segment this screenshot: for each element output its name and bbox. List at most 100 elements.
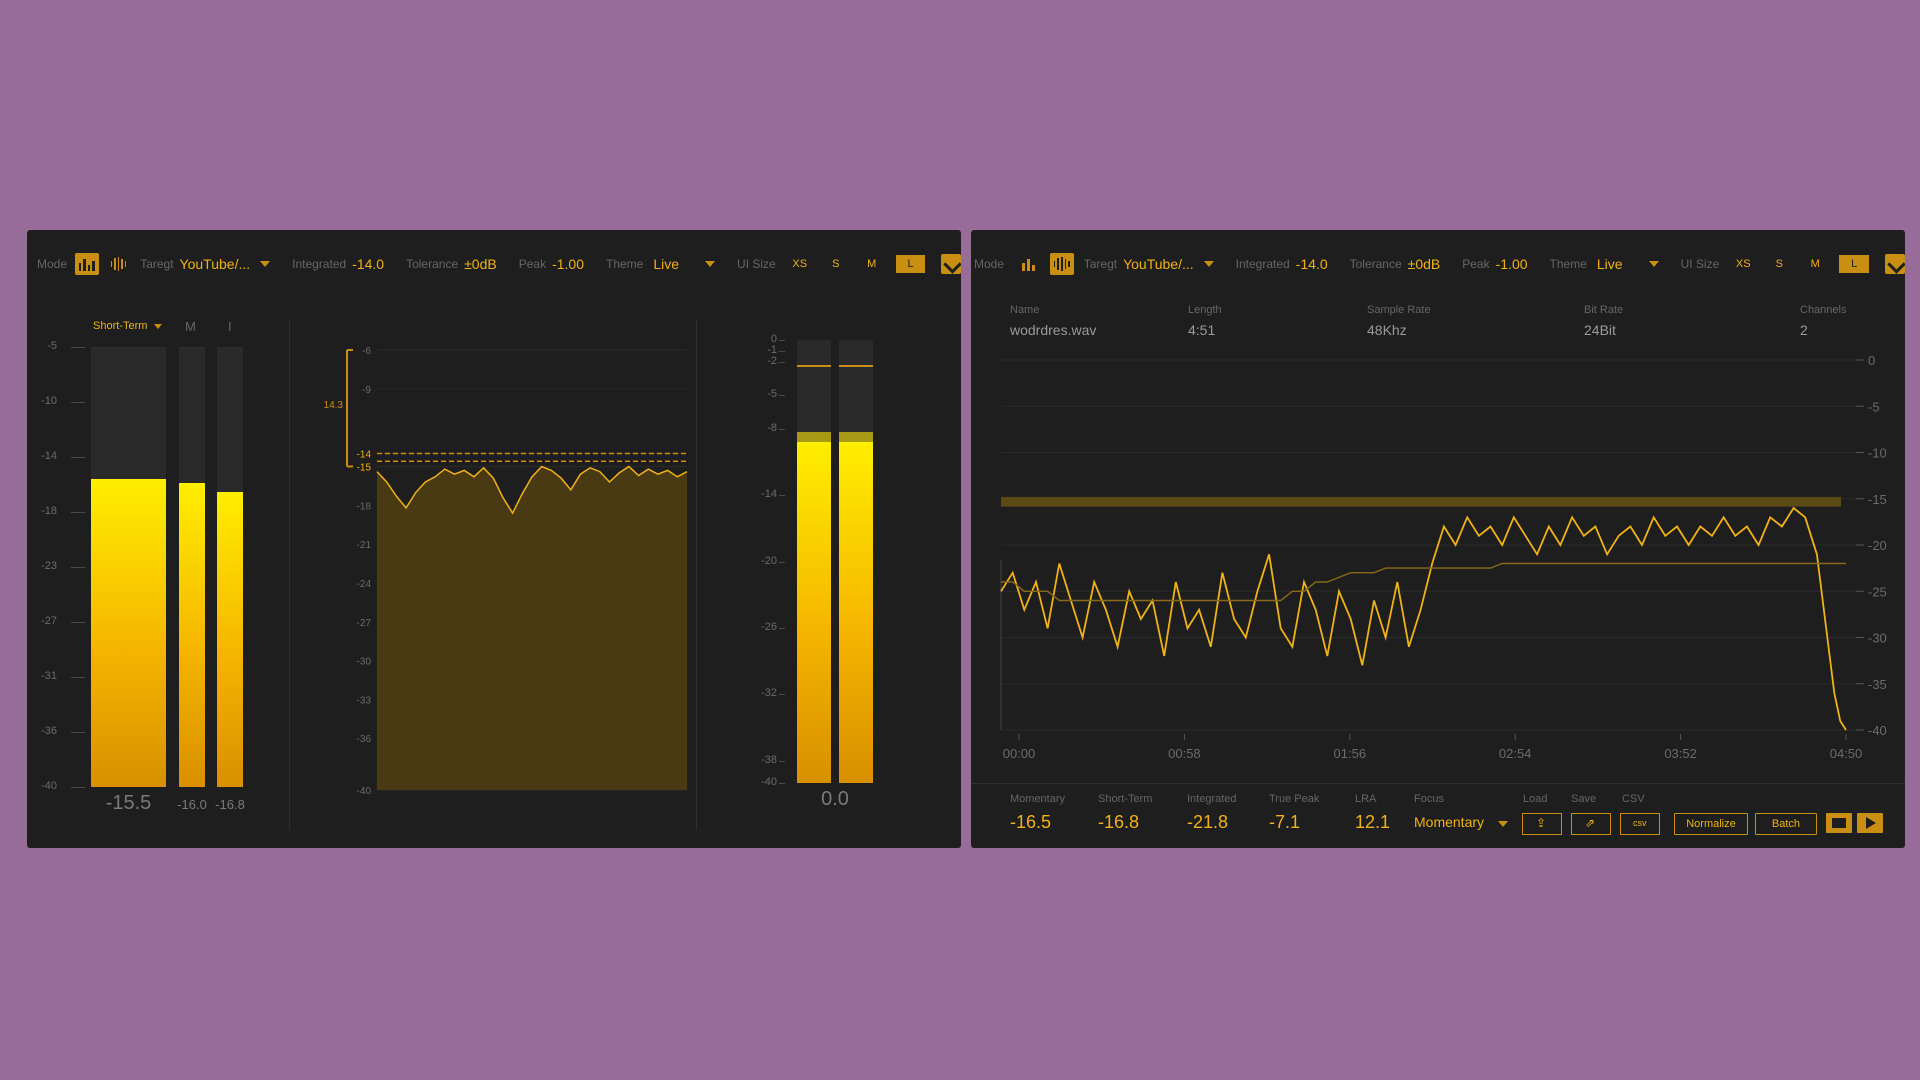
scale-tick-label: -5 bbox=[47, 340, 57, 352]
focus-value: Momentary bbox=[1414, 814, 1485, 830]
chevron-down-icon[interactable] bbox=[705, 261, 716, 267]
meter-fill bbox=[839, 431, 873, 783]
scale-tick-label: -31 bbox=[41, 670, 57, 682]
peak-value[interactable]: -1.00 bbox=[1495, 256, 1528, 272]
scale-tick bbox=[779, 627, 785, 629]
size-m-button[interactable]: M bbox=[867, 258, 877, 270]
peak-readout: 0.0 bbox=[821, 788, 849, 810]
scale-tick bbox=[71, 457, 85, 458]
scale-tick bbox=[71, 787, 85, 788]
batch-button[interactable]: Batch bbox=[1755, 813, 1817, 835]
sample-rate-label: Sample Rate bbox=[1367, 304, 1431, 316]
size-xs-button[interactable]: XS bbox=[792, 258, 808, 270]
peak-scale-label: -5 bbox=[767, 388, 777, 401]
theme-label: Theme bbox=[606, 257, 644, 271]
stop-button[interactable] bbox=[1826, 813, 1852, 833]
chevron-down-icon bbox=[154, 324, 163, 329]
theme-dropdown[interactable]: Live bbox=[1596, 256, 1623, 272]
x-tick-label: 04:50 bbox=[1830, 746, 1863, 761]
history-line bbox=[376, 465, 688, 515]
peak-scale-label: -38 bbox=[761, 753, 777, 766]
meter-i-label: I bbox=[228, 319, 232, 334]
history-scale-label: -6 bbox=[362, 346, 371, 357]
tolerance-label: Tolerance bbox=[406, 257, 459, 271]
y-tick-label: -10 bbox=[1868, 446, 1887, 461]
y-tick-label: -20 bbox=[1868, 538, 1887, 553]
meter-mode-icon[interactable] bbox=[75, 253, 99, 275]
peak-scale-label: -1 bbox=[767, 344, 777, 357]
scale-tick bbox=[779, 351, 785, 353]
play-icon bbox=[1866, 817, 1876, 829]
csv-icon: csv bbox=[1633, 818, 1647, 828]
size-l-button[interactable]: L bbox=[1839, 255, 1870, 273]
integrated-loudness-line bbox=[1001, 562, 1846, 602]
ui-size-label: UI Size bbox=[737, 257, 776, 271]
stat-label: Integrated bbox=[1187, 793, 1237, 805]
target-range-label: 14.3 bbox=[324, 400, 344, 411]
csv-label: CSV bbox=[1622, 793, 1645, 805]
size-s-button[interactable]: S bbox=[1775, 258, 1783, 270]
y-tick-label: -5 bbox=[1868, 399, 1880, 414]
divider bbox=[696, 320, 697, 830]
target-dropdown[interactable]: YouTube/... bbox=[1123, 256, 1194, 272]
divider bbox=[971, 783, 1905, 784]
size-s-button[interactable]: S bbox=[832, 258, 840, 270]
peak-scale-label: -2 bbox=[767, 355, 777, 368]
csv-button[interactable]: csv bbox=[1620, 813, 1660, 835]
toolbar: Mode Taregt YouTube/... Integrated -14.0… bbox=[27, 230, 961, 298]
load-icon: ⇪ bbox=[1536, 816, 1547, 830]
history-scale-label: -9 bbox=[362, 385, 371, 396]
focus-dropdown[interactable]: Momentary bbox=[1414, 814, 1508, 830]
channels: 2 bbox=[1800, 322, 1808, 338]
stat-label: True Peak bbox=[1269, 793, 1320, 805]
focus-label: Focus bbox=[1414, 793, 1444, 805]
meter-fill bbox=[179, 483, 205, 787]
history-scale-label: -24 bbox=[357, 579, 372, 590]
chevron-down-icon[interactable] bbox=[260, 261, 271, 267]
tolerance-value[interactable]: ±0dB bbox=[464, 256, 497, 272]
target-dropdown[interactable]: YouTube/... bbox=[179, 256, 251, 272]
target-band bbox=[1001, 496, 1841, 507]
scale-tick bbox=[779, 362, 785, 364]
y-tick-label: -35 bbox=[1868, 677, 1887, 692]
size-m-button[interactable]: M bbox=[1810, 258, 1820, 270]
save-button[interactable]: ⇗ bbox=[1571, 813, 1611, 835]
scale-tick bbox=[779, 340, 785, 341]
loudness-timeline-chart: 0 -5 -10 -15 -20 -25 -30 -35 -40 00:00 00:58 01:56 0… bbox=[1000, 353, 1887, 761]
history-area bbox=[377, 466, 687, 790]
chevron-down-icon[interactable] bbox=[1648, 261, 1659, 267]
mode-label: Mode bbox=[37, 257, 68, 271]
stop-icon bbox=[1832, 818, 1846, 828]
integrated-target-value[interactable]: -14.0 bbox=[352, 256, 385, 272]
file-analysis-panel: Mode Taregt YouTube/... Integrated -14.0… bbox=[971, 230, 1905, 848]
sample-rate: 48Khz bbox=[1367, 322, 1407, 338]
load-button[interactable]: ⇪ bbox=[1522, 813, 1562, 835]
pin-icon[interactable] bbox=[1885, 254, 1905, 274]
normalize-button[interactable]: Normalize bbox=[1674, 813, 1748, 835]
meter-mode-icon[interactable] bbox=[1018, 253, 1042, 275]
integrated-target-value[interactable]: -14.0 bbox=[1295, 256, 1328, 272]
stat-value: -21.8 bbox=[1187, 812, 1229, 832]
y-tick-label: -30 bbox=[1868, 631, 1887, 646]
meter-fill bbox=[217, 492, 243, 787]
peak-value[interactable]: -1.00 bbox=[552, 256, 584, 272]
waveform-mode-icon[interactable] bbox=[1049, 253, 1074, 275]
size-l-button[interactable]: L bbox=[895, 255, 926, 273]
momentary-meter bbox=[179, 347, 205, 787]
load-label: Load bbox=[1523, 793, 1548, 805]
chevron-down-icon[interactable] bbox=[1203, 261, 1214, 267]
theme-dropdown[interactable]: Live bbox=[653, 256, 680, 272]
waveform-mode-icon[interactable] bbox=[107, 253, 131, 275]
x-tick-label: 00:00 bbox=[1003, 746, 1036, 761]
tolerance-value[interactable]: ±0dB bbox=[1407, 256, 1441, 272]
x-tick-label: 02:54 bbox=[1499, 746, 1532, 761]
file-length: 4:51 bbox=[1188, 322, 1216, 338]
scale-tick bbox=[779, 395, 785, 397]
size-xs-button[interactable]: XS bbox=[1735, 258, 1751, 270]
history-scale-label: -21 bbox=[357, 540, 372, 551]
pin-icon[interactable] bbox=[941, 254, 961, 274]
meter-selector-dropdown[interactable]: Short-Term bbox=[93, 320, 163, 332]
play-button[interactable] bbox=[1857, 813, 1883, 833]
integrated-readout: -16.8 bbox=[215, 797, 245, 812]
stat-value: -7.1 bbox=[1269, 812, 1301, 832]
